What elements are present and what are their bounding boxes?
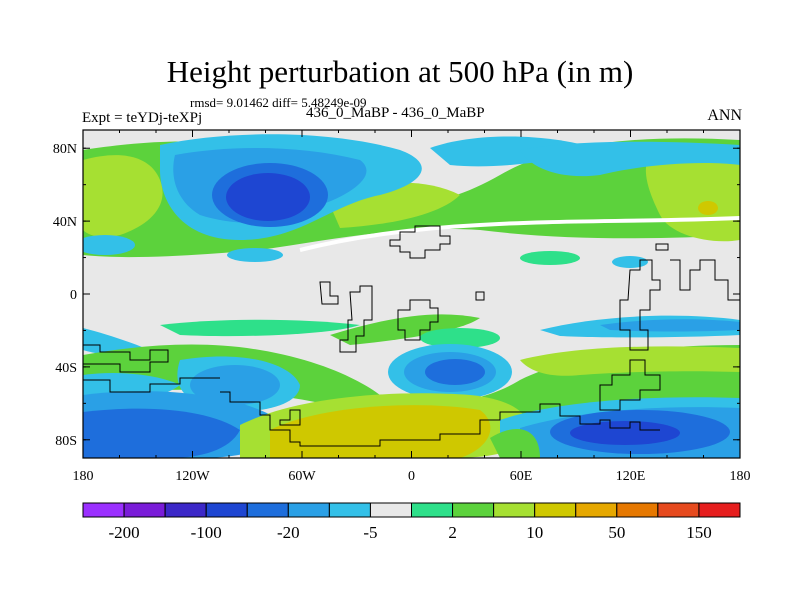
colorbar-label: 50 <box>608 523 625 542</box>
stats-line: rmsd= 9.01462 diff= 5.48249e-09 <box>190 95 367 110</box>
colorbar-swatch <box>82 502 125 518</box>
x-tick-label: 120E <box>616 469 646 484</box>
x-tick-label: 120W <box>175 469 210 484</box>
colorbar-swatch <box>164 502 207 518</box>
colorbar-swatch <box>657 502 700 518</box>
colorbar-swatch <box>534 502 577 518</box>
season-label: ANN <box>707 107 742 124</box>
colorbar-label: 10 <box>526 523 543 542</box>
colorbar-swatch <box>369 502 412 518</box>
colorbar-swatch <box>493 502 536 518</box>
colorbar-label: 2 <box>448 523 457 542</box>
case-label: 436_0_MaBP - 436_0_MaBP <box>306 105 485 121</box>
colorbar-swatch <box>411 502 454 518</box>
colorbar-label: -100 <box>191 523 222 542</box>
plot-title: Height perturbation at 500 hPa (in m) <box>166 54 634 89</box>
colorbar-swatch <box>616 502 659 518</box>
colorbar-swatch <box>452 502 495 518</box>
colorbar-swatch <box>328 502 371 518</box>
colorbar-swatch <box>246 502 289 518</box>
contour-field <box>83 130 740 458</box>
colorbar-swatch <box>575 502 618 518</box>
y-tick-label: 80S <box>55 434 77 449</box>
x-tick-label: 180 <box>730 469 751 484</box>
experiment-label: Expt = teYDj-teXPj <box>82 110 203 126</box>
y-tick-label: 80N <box>53 142 77 157</box>
colorbar-label: -20 <box>277 523 300 542</box>
x-tick-label: 180 <box>73 469 94 484</box>
colorbar-label: -200 <box>108 523 139 542</box>
colorbar-swatch <box>698 502 741 518</box>
x-tick-label: 60W <box>288 469 316 484</box>
x-tick-label: 60E <box>510 469 533 484</box>
axis-ticks <box>82 130 741 458</box>
x-tick-label: 0 <box>408 469 415 484</box>
colorbar-swatch <box>287 502 330 518</box>
colorbar-label: 150 <box>686 523 712 542</box>
colorbar-label: -5 <box>363 523 377 542</box>
colorbar: -200 -100 -20 -5 2 10 50 150 <box>82 502 741 542</box>
y-tick-label: 40N <box>53 215 77 230</box>
y-tick-label: 0 <box>70 288 77 303</box>
colorbar-swatch <box>123 502 166 518</box>
y-tick-label: 40S <box>55 361 77 376</box>
axis-labels: 180 120W 60W 0 60E 120E 180 80N 40N 0 40S 80S <box>53 142 751 484</box>
coastline <box>83 225 740 447</box>
colorbar-swatch <box>205 502 248 518</box>
